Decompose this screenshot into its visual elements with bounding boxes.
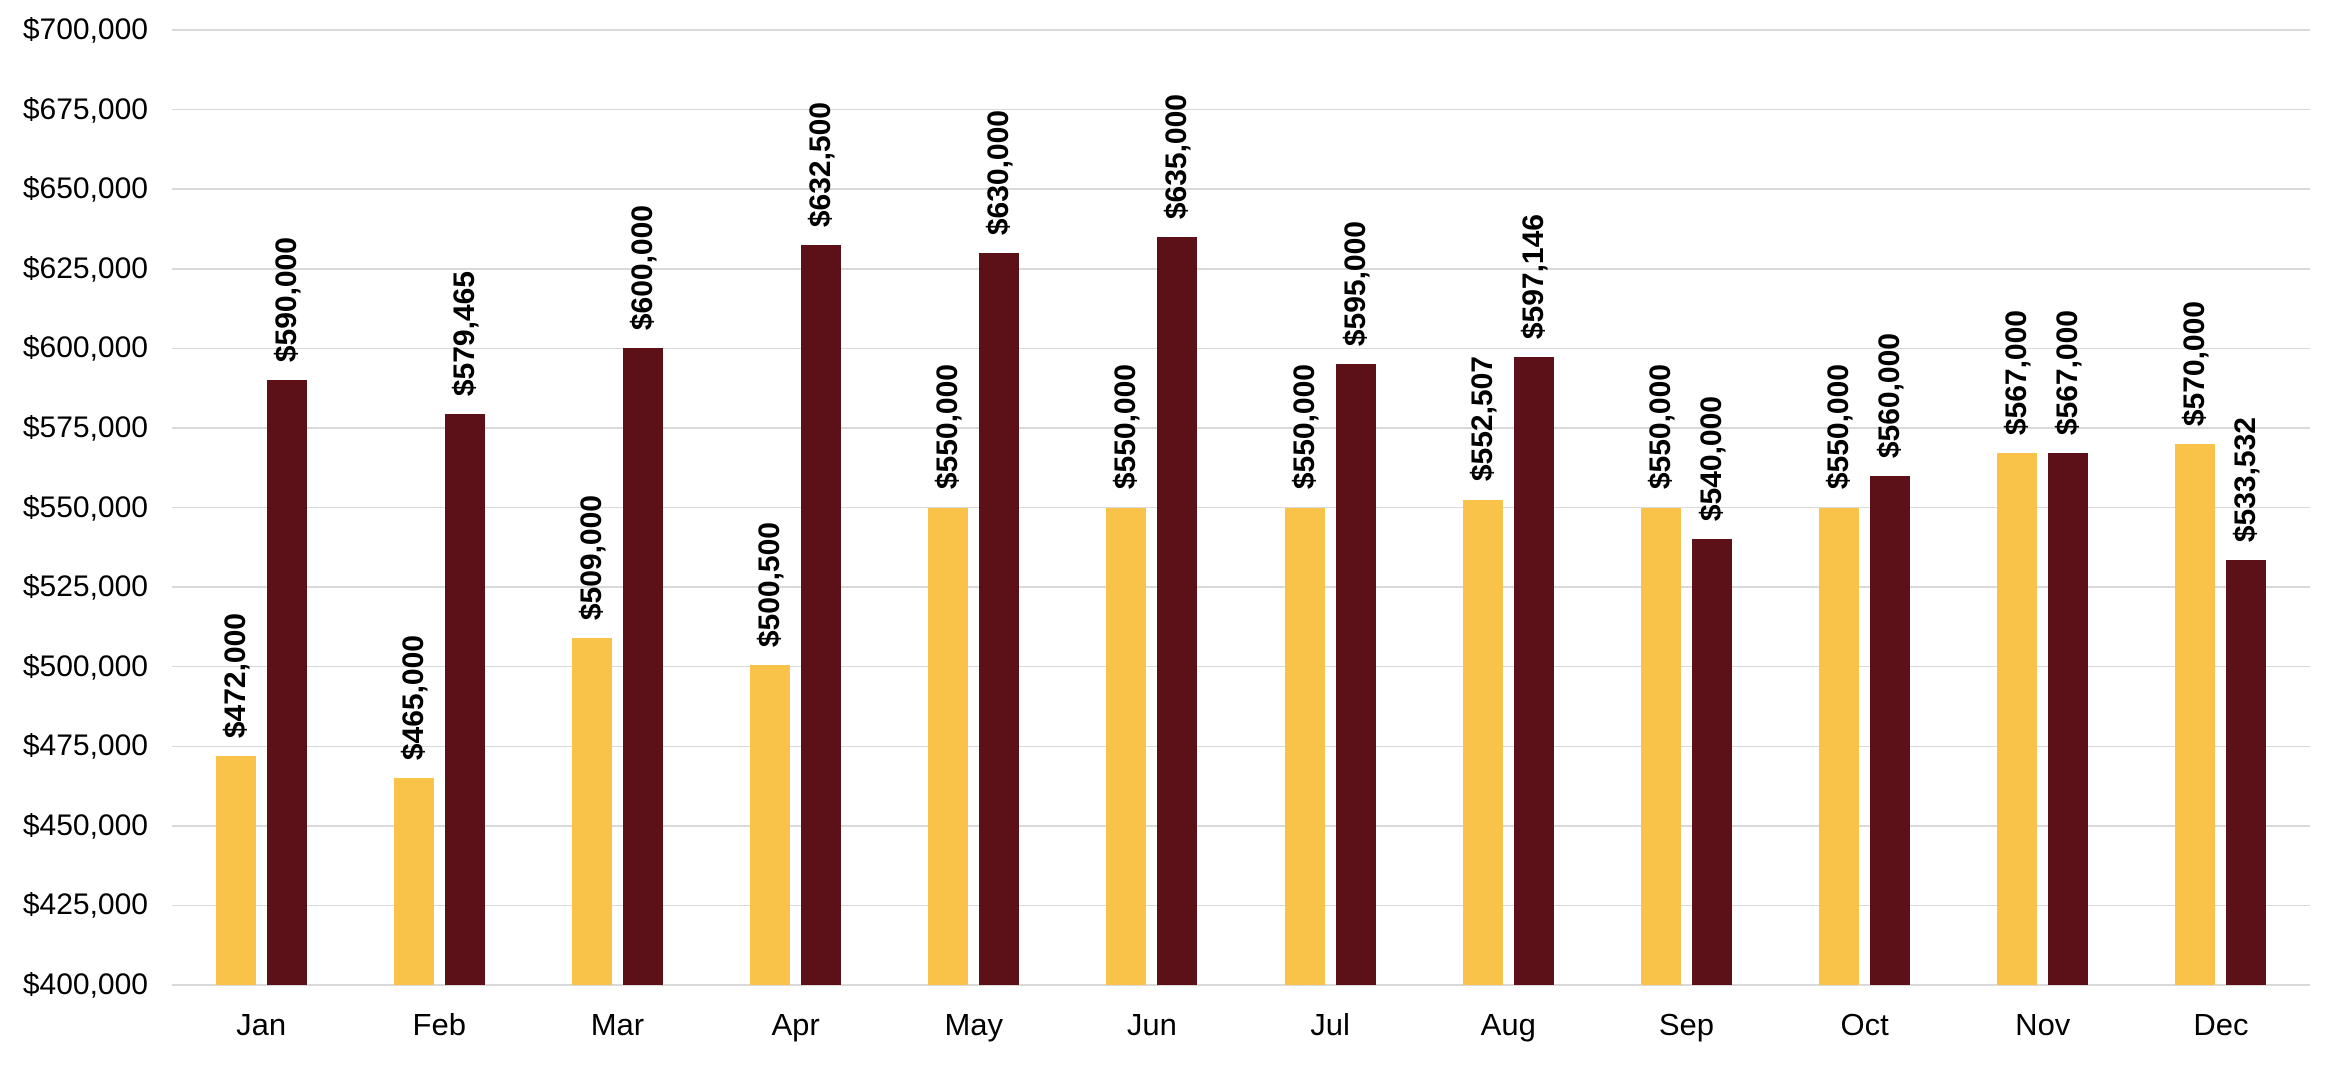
gridline: [172, 665, 2310, 668]
bar-maroon-series-feb: [444, 413, 485, 985]
bar-value-label: $465,000: [396, 634, 430, 761]
x-axis-category-label: Aug: [1480, 1007, 1536, 1042]
bar-value-label: $550,000: [1287, 364, 1321, 490]
bar-gold-series-jul: [1284, 507, 1325, 985]
gridline: [172, 506, 2310, 509]
gridline: [172, 188, 2310, 190]
x-axis-category-label: Dec: [2193, 1007, 2249, 1042]
y-axis-tick-label: $475,000: [22, 729, 148, 763]
gridline: [172, 904, 2310, 907]
y-axis-tick-label: $500,000: [22, 649, 148, 683]
bar-gold-series-aug: [1462, 499, 1503, 985]
gridline: [172, 984, 2310, 986]
bar-gold-series-dec: [2175, 443, 2216, 985]
y-axis-tick-label: $700,000: [22, 13, 148, 46]
bar-maroon-series-aug: [1513, 357, 1554, 985]
bar-maroon-series-nov: [2048, 453, 2089, 985]
x-axis-category-label: Jul: [1310, 1007, 1350, 1042]
bar-value-label: $533,532: [2229, 416, 2263, 542]
bar-maroon-series-mar: [622, 348, 663, 985]
bar-maroon-series-may: [979, 252, 1020, 985]
gridline: [172, 586, 2310, 588]
x-axis-category-label: Feb: [412, 1007, 466, 1042]
bar-value-label: $500,500: [753, 521, 787, 648]
x-axis-category-label: Jun: [1126, 1007, 1177, 1042]
y-axis-tick-label: $600,000: [22, 331, 148, 365]
bar-value-label: $579,465: [447, 270, 481, 396]
gridline: [172, 29, 2310, 31]
bar-value-label: $597,146: [1516, 214, 1550, 340]
bar-value-label: $560,000: [1873, 332, 1907, 458]
bar-maroon-series-jul: [1335, 364, 1376, 985]
gridline: [172, 745, 2310, 747]
y-axis-tick-label: $425,000: [22, 888, 148, 922]
bar-value-label: $509,000: [574, 494, 608, 621]
bar-maroon-series-oct: [1870, 475, 1911, 985]
bar-value-label: $550,000: [1822, 364, 1856, 490]
bar-value-label: $550,000: [931, 364, 965, 490]
y-axis-tick-label: $575,000: [22, 410, 148, 444]
x-axis-category-label: Oct: [1840, 1007, 1889, 1042]
bar-gold-series-mar: [571, 638, 612, 985]
x-axis-category-label: Nov: [2015, 1007, 2071, 1042]
gridline: [172, 427, 2310, 429]
bar-value-label: $630,000: [982, 109, 1016, 235]
bar-value-label: $550,000: [1643, 364, 1677, 490]
bar-value-label: $570,000: [2178, 300, 2212, 426]
bar-value-label: $590,000: [269, 237, 303, 363]
bar-gold-series-jan: [215, 755, 256, 985]
x-axis-category-label: Jan: [236, 1007, 287, 1042]
bar-value-label: $567,000: [2000, 310, 2034, 436]
bar-gold-series-feb: [393, 778, 434, 985]
bar-value-label: $632,500: [804, 101, 838, 227]
bar-maroon-series-apr: [801, 244, 842, 985]
bar-value-label: $635,000: [1160, 93, 1194, 219]
bar-gold-series-sep: [1640, 507, 1681, 985]
bar-value-label: $550,000: [1109, 364, 1143, 490]
y-axis-tick-label: $625,000: [22, 251, 148, 285]
bar-maroon-series-sep: [1691, 539, 1732, 985]
bar-gold-series-jun: [1106, 507, 1147, 985]
gridline: [172, 108, 2310, 111]
bar-maroon-series-jan: [266, 380, 307, 985]
gridline: [172, 268, 2310, 270]
bar-value-label: $472,000: [218, 612, 252, 738]
y-axis-tick-label: $650,000: [22, 172, 148, 206]
bar-value-label: $540,000: [1694, 396, 1728, 522]
y-axis-tick-label: $550,000: [22, 490, 148, 524]
x-axis-category-label: Apr: [771, 1007, 820, 1042]
bar-value-label: $595,000: [1338, 221, 1372, 347]
bar-maroon-series-jun: [1157, 236, 1198, 985]
x-axis-category-label: Mar: [590, 1007, 645, 1042]
bar-value-label: $600,000: [625, 205, 659, 331]
bar-gold-series-may: [928, 507, 969, 985]
bar-gold-series-nov: [1997, 453, 2038, 985]
x-axis-category-label: Sep: [1658, 1007, 1714, 1042]
gridline: [172, 347, 2310, 350]
bar-value-label: $567,000: [2051, 310, 2085, 436]
bar-gold-series-oct: [1819, 507, 1860, 985]
y-axis-tick-label: $675,000: [22, 92, 148, 126]
gridline: [172, 825, 2310, 827]
y-axis-tick-label: $450,000: [22, 808, 148, 842]
x-axis-category-label: May: [944, 1007, 1004, 1042]
y-axis-tick-label: $525,000: [22, 570, 148, 604]
y-axis-tick-label: $400,000: [22, 968, 148, 1001]
bar-maroon-series-dec: [2226, 559, 2267, 985]
bar-value-label: $552,507: [1465, 356, 1499, 482]
bar-gold-series-apr: [750, 665, 791, 985]
